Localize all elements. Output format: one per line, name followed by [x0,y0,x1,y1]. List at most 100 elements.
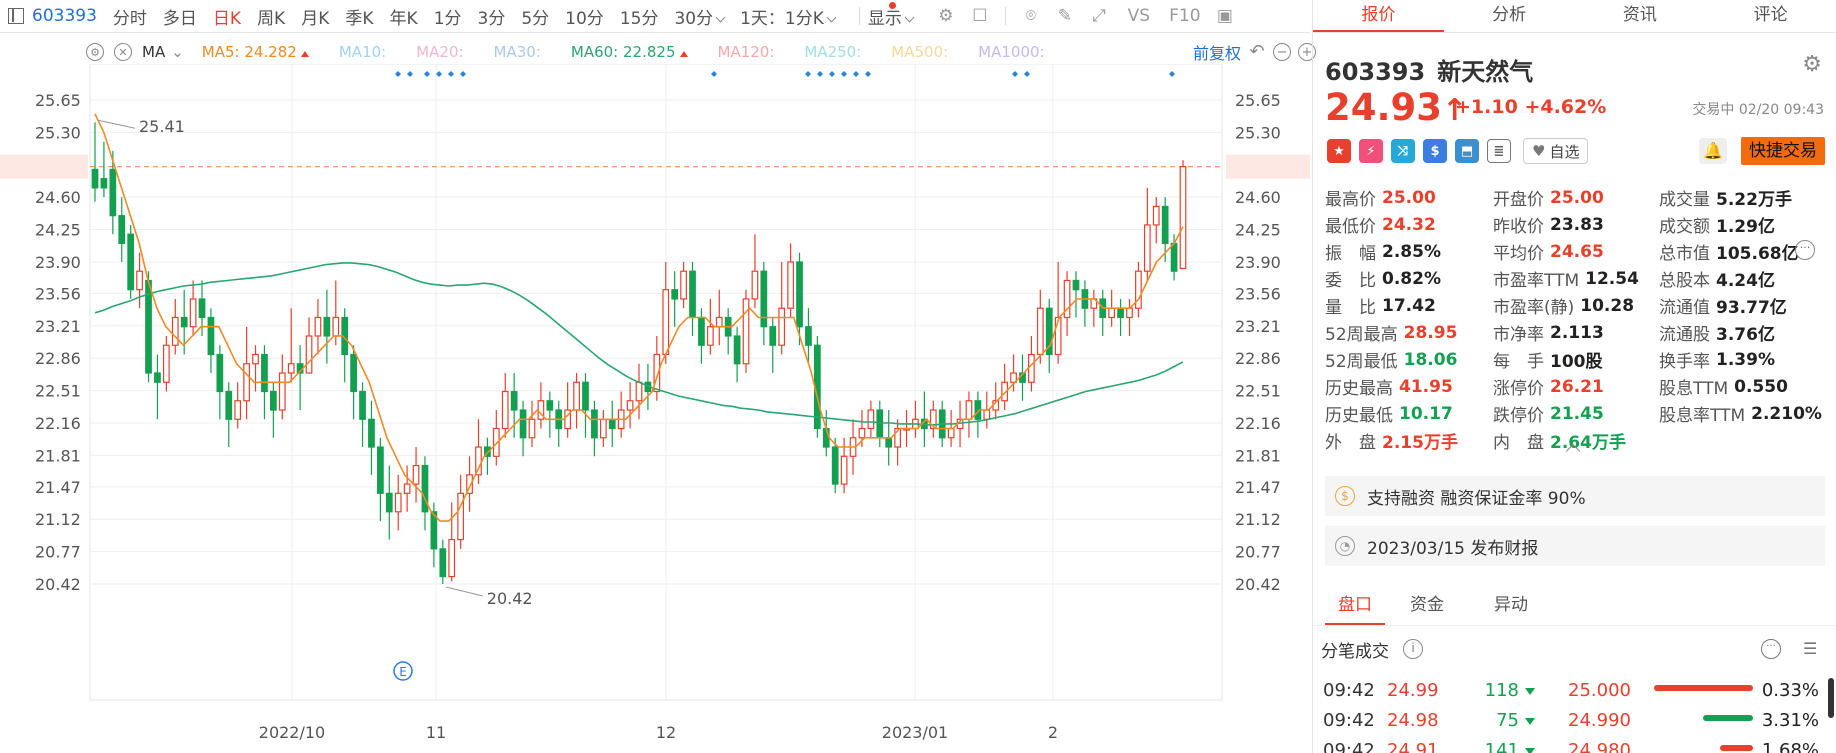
ma-close-icon[interactable]: ✕ [114,43,132,61]
ma-select[interactable]: MA [142,43,166,61]
volume-bar [1703,715,1753,721]
period-tab[interactable]: 10分 [565,8,604,29]
y-tick-label-right: 25.65 [1235,91,1281,110]
period-tab[interactable]: 多日 [162,8,197,29]
candle-body [635,381,643,402]
quote-tab[interactable]: 报价 [1313,0,1444,32]
vs-button[interactable]: VS [1127,6,1151,26]
add-watchlist-button[interactable]: ♥ 自选 [1523,138,1589,164]
bottom-tab[interactable]: 资金 [1410,595,1444,615]
quote-tab[interactable]: 资讯 [1622,5,1657,25]
stat-value: 25.00 [1382,187,1436,208]
scrollbar[interactable] [1828,678,1834,718]
stat-cell: 流通股 3.76亿 [1659,320,1775,345]
candle-body [189,298,197,328]
stats-row: 最高价 25.00 开盘价 25.00 成交量 5.22万手 [1325,184,1835,211]
candle-body [180,316,188,328]
display-menu[interactable]: 显示 [868,4,913,29]
candle-body [599,418,607,439]
dollar-icon[interactable]: $ [1423,139,1447,163]
candle-body [439,548,447,578]
period-tab[interactable]: 日K [212,8,242,29]
report-info[interactable]: ◔ 2023/03/15 发布财报 [1325,526,1825,566]
ma-item[interactable]: MA10: [339,43,386,61]
bottom-tab[interactable]: 异动 [1494,595,1528,615]
chevron-down-icon[interactable]: ⌄ [171,43,184,61]
ma-item[interactable]: MA120: [718,43,775,61]
zoom-in-icon[interactable]: + [1298,43,1316,61]
period-tab[interactable]: 分时 [112,8,147,29]
stat-label: 总市值 [1659,244,1710,264]
candle-body [591,409,598,439]
ma-item[interactable]: MA5: 24.282 [202,43,309,61]
ma-item[interactable]: MA20: [416,43,463,61]
y-tick-label-right: 20.77 [1235,543,1281,562]
stat-cell: 最高价 25.00 [1325,185,1436,211]
ma-settings-icon[interactable]: ⚙ [86,43,104,61]
y-tick-label-left: 24.60 [35,188,81,207]
annotation-leader [445,586,483,597]
stat-cell: 52周最高 28.95 [1325,320,1457,346]
range-select[interactable]: 1天：1分K [740,4,835,29]
ma-item[interactable]: MA30: [494,43,541,61]
candle-body [528,418,536,439]
candle-body [421,464,429,513]
period-tab[interactable]: 5分 [521,8,550,29]
list-icon[interactable]: ☰ [1803,639,1818,658]
margin-info[interactable]: $ 支持融资 融资保证金率 90% [1325,476,1825,516]
ma-item[interactable]: MA500: [891,43,948,61]
kline-chart[interactable]: 25.6525.6525.3025.3024.9324.9324.6024.60… [0,64,1310,753]
pencil-icon[interactable]: ✎ [1057,6,1072,26]
candle-body [1028,353,1035,383]
candle-body [689,270,696,319]
undo-icon[interactable]: ↶ [1249,41,1265,62]
ma-item[interactable]: MA60: 22.825 [571,43,688,61]
period-tab[interactable]: 季K [345,8,374,29]
info-icon[interactable]: i [1403,639,1423,659]
period-tab[interactable]: 1分 [433,8,462,29]
divider [1004,7,1006,25]
camera-icon[interactable]: ⌾ [1025,6,1036,26]
ma-item[interactable]: MA1000: [978,43,1044,61]
quote-tab[interactable]: 评论 [1753,5,1788,25]
bottom-tab[interactable]: 盘口 [1325,586,1385,625]
sidebar-toggle-icon[interactable] [8,8,24,24]
shuffle-icon[interactable]: ⤨ [1391,139,1415,163]
candle-body [394,492,402,513]
hot-icon[interactable]: ⚡ [1359,139,1383,163]
notification-dot [889,2,896,9]
more-icon[interactable]: ··· [1795,240,1815,260]
toolbar-stock-code[interactable]: 603393 [32,6,97,26]
period-tab[interactable]: 周K [257,8,286,29]
candle-body [314,316,322,337]
stats-row: 振 幅 2.85% 平均价 24.65 总市值 105.68亿 [1325,238,1835,265]
min-price-label: 20.42 [487,589,533,608]
y-tick-label-right: 23.56 [1235,284,1281,303]
stock-title: 603393 新天然气 [1325,52,1533,87]
more-options-icon[interactable]: ··· [1761,639,1781,659]
document-icon[interactable]: ≣ [1487,139,1511,163]
settings-icon[interactable]: ⚙ [938,6,954,26]
f10-button[interactable]: F10 [1169,6,1201,26]
ma-label: MA1000: [978,43,1045,61]
fast-trade-button[interactable]: 快捷交易 [1741,137,1825,165]
kline-svg[interactable]: 25.6525.6525.3025.3024.9324.9324.6024.60… [0,64,1310,753]
stat-label: 股息率TTM [1659,406,1746,426]
ma-item[interactable]: MA250: [804,43,861,61]
tag-icon[interactable]: ⬒ [1455,139,1479,163]
period-tab[interactable]: 年K [389,8,418,29]
fullscreen-icon[interactable]: ⤢ [1092,6,1106,26]
china-flag-icon[interactable]: ★ [1327,139,1351,163]
period-tab[interactable]: 15分 [619,8,659,29]
period-tab[interactable]: 3分 [477,8,506,29]
gear-icon[interactable]: ⚙ [1802,52,1822,77]
period-tab[interactable]: 30分 [674,4,724,29]
period-tab[interactable]: 月K [301,8,330,29]
draw-box-icon[interactable]: ☐ [972,6,988,26]
restore-select[interactable]: 前复权 [1192,44,1241,63]
panel-toggle-icon[interactable]: ▣ [1216,6,1233,26]
bell-icon[interactable]: 🔔 [1699,138,1727,164]
stat-value: 24.32 [1382,214,1436,235]
zoom-out-icon[interactable]: − [1273,43,1291,61]
quote-tab[interactable]: 分析 [1492,5,1527,25]
